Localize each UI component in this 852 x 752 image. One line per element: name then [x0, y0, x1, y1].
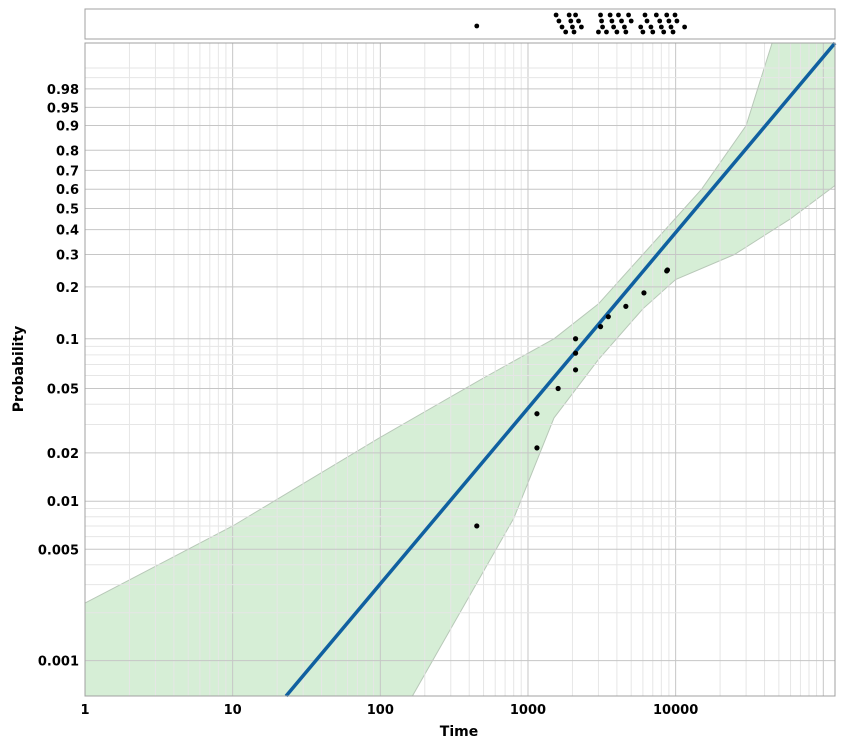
rug-dot	[578, 24, 584, 30]
y-tick-label: 0.005	[38, 543, 79, 558]
rug-dot	[614, 29, 620, 35]
x-tick-label: 10	[224, 703, 242, 718]
rug-dot	[644, 18, 650, 24]
rug-dots	[474, 12, 688, 35]
rug-dot	[648, 24, 654, 30]
rug-dot	[566, 12, 572, 18]
rug-dot	[638, 24, 644, 30]
x-tick-label: 100	[367, 703, 394, 718]
rug-dot	[611, 24, 616, 30]
data-point	[623, 303, 629, 309]
rug-dot	[672, 12, 678, 18]
rug-dot	[568, 18, 574, 24]
y-tick-label: 0.9	[56, 120, 79, 135]
rug-dot	[642, 12, 648, 18]
rug-dot	[600, 24, 605, 30]
data-point	[534, 445, 540, 451]
data-point	[572, 336, 579, 342]
x-axis-tick-labels: 1 10 100 1000 10000	[80, 703, 698, 718]
plot-area	[84, 41, 837, 698]
x-tick-label: 10000	[653, 703, 698, 718]
data-point	[641, 290, 647, 296]
y-tick-label: 0.8	[56, 144, 79, 159]
y-tick-label: 0.7	[56, 164, 79, 179]
rug-dot	[664, 12, 670, 18]
plot-frame	[84, 42, 836, 697]
data-point	[534, 411, 540, 417]
rug-dot	[553, 12, 559, 18]
rug-panel-frame	[84, 8, 836, 40]
rug-dot	[650, 29, 656, 35]
y-tick-label: 0.95	[47, 101, 79, 116]
rug-dot	[682, 24, 688, 30]
rug-dot	[619, 18, 624, 24]
data-point	[572, 367, 579, 373]
x-axis-title: Time	[440, 724, 478, 740]
data-points-layer	[474, 267, 671, 529]
data-point	[605, 314, 611, 320]
confidence-band	[84, 42, 836, 697]
rug-dot	[626, 12, 631, 18]
rug-dot	[628, 18, 634, 24]
grid-layer	[84, 43, 835, 696]
rug-dot	[563, 29, 569, 35]
y-tick-label: 0.02	[47, 447, 79, 462]
y-axis-title: Probability	[11, 326, 27, 413]
rug-dot	[599, 18, 604, 24]
y-tick-label: 0.1	[56, 333, 79, 348]
rug-dot	[570, 24, 575, 30]
rug-dot	[622, 24, 627, 30]
rug-dot	[658, 24, 664, 30]
rug-dot	[571, 29, 577, 35]
rug-dot	[607, 12, 613, 18]
y-tick-label: 0.01	[47, 495, 79, 510]
rug-dot	[623, 29, 629, 35]
rug-dot	[653, 12, 659, 18]
y-tick-label: 0.4	[56, 224, 79, 239]
rug-dot	[604, 29, 609, 35]
data-point	[664, 267, 671, 273]
rug-dot	[668, 24, 674, 30]
y-tick-label: 0.2	[56, 281, 79, 296]
data-point	[555, 385, 561, 392]
x-tick-label: 1	[80, 703, 89, 718]
fit-line	[284, 41, 837, 698]
rug-dot	[661, 29, 667, 35]
data-point	[572, 350, 579, 356]
rug-dot	[609, 18, 615, 24]
rug-dot	[666, 18, 672, 24]
rug-dot	[598, 12, 603, 18]
rug-dot	[616, 12, 621, 18]
rug-dot	[640, 29, 646, 35]
rug-dot	[573, 12, 578, 18]
y-axis-tick-labels: 0.001 0.005 0.01 0.02 0.05 0.1 0.2 0.3 0.4 0.5 0.6…	[38, 83, 79, 670]
y-tick-label: 0.5	[56, 203, 79, 218]
y-tick-label: 0.3	[56, 248, 79, 263]
rug-dot	[559, 24, 565, 30]
rug-panel	[84, 8, 836, 40]
x-tick-label: 1000	[510, 703, 546, 718]
rug-dot	[674, 18, 680, 24]
y-tick-label: 0.001	[38, 655, 79, 670]
rug-dot	[657, 18, 663, 24]
confidence-band-layer	[84, 42, 836, 697]
rug-dot	[556, 18, 562, 24]
rug-dot	[474, 23, 480, 29]
fit-line-layer	[284, 41, 837, 698]
data-point	[597, 324, 604, 330]
y-tick-label: 0.05	[47, 383, 79, 398]
y-tick-label: 0.6	[56, 183, 79, 198]
rug-dot	[576, 18, 581, 24]
data-point	[474, 523, 480, 529]
y-tick-label: 0.98	[47, 83, 79, 98]
rug-dot	[596, 29, 601, 35]
rug-dot	[670, 29, 676, 35]
